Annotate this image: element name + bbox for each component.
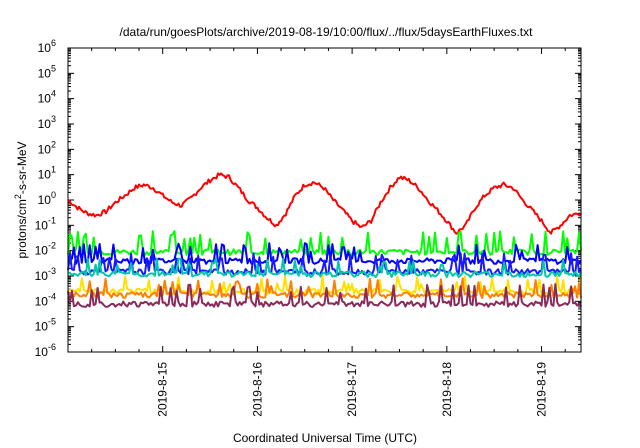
flux-series-line	[67, 257, 582, 279]
y-axis-label: protons/cm2-s-sr-MeV	[13, 141, 29, 258]
flux-series-line	[67, 230, 582, 256]
flux-series-line	[67, 283, 582, 308]
x-tick-label: 2019-8-16	[250, 362, 264, 417]
series-group	[67, 172, 583, 308]
x-tick-label: 2019-8-18	[440, 362, 454, 417]
y-tick-label: 105	[38, 63, 56, 80]
y-tick-label: 103	[38, 114, 56, 131]
y-tick-label: 104	[38, 89, 56, 106]
y-tick-label: 100	[38, 190, 56, 207]
flux-series-line	[67, 275, 582, 296]
plot-frame	[67, 47, 582, 353]
y-tick-label: 102	[38, 139, 56, 156]
x-axis-ticks: 2019-8-15 2019-8-16 2019-8-17 2019-8-18 2019…	[91, 48, 566, 417]
y-axis-label-superscript: 2	[13, 194, 23, 199]
y-tick-label: 10-2	[35, 241, 56, 258]
y-tick-label: 10-5	[35, 317, 56, 334]
y-axis-label-main: protons/cm	[15, 199, 29, 258]
y-tick-label: 101	[38, 165, 56, 182]
flux-series-line	[67, 252, 582, 276]
flux-series-line	[68, 277, 582, 299]
y-tick-label: 10-6	[35, 342, 56, 359]
x-tick-label: 2019-8-15	[156, 362, 170, 417]
y-tick-label: 10-3	[35, 266, 56, 283]
y-axis-label-rest: -s-sr-MeV	[15, 141, 29, 194]
x-tick-label: 2019-8-19	[535, 362, 549, 417]
y-tick-label: 10-4	[35, 291, 56, 308]
y-tick-label: 10-1	[35, 215, 56, 232]
x-axis-label: Coordinated Universal Time (UTC)	[233, 431, 417, 445]
chart-title: /data/run/goesPlots/archive/2019-08-19/1…	[120, 25, 534, 39]
flux-series-line	[67, 172, 583, 235]
y-tick-label: 106	[38, 38, 56, 55]
y-axis-ticks: 10-6 10-5 10-4 10-3 10-2 10-1 100 101 102 103 104 1…	[35, 38, 581, 359]
x-tick-label: 2019-8-17	[345, 362, 359, 417]
